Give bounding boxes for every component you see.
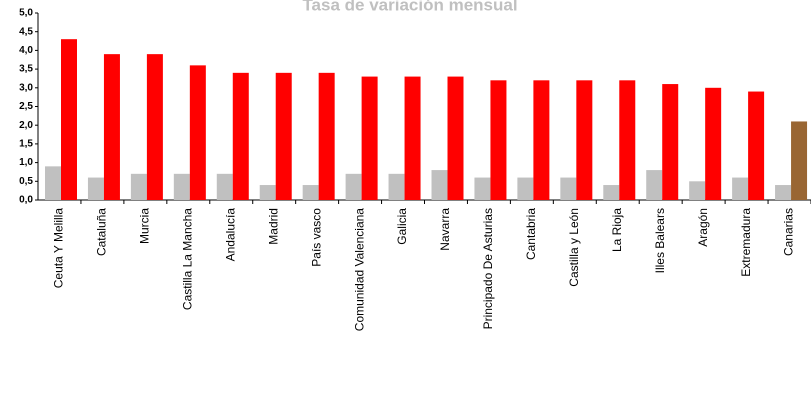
bar — [603, 185, 620, 200]
bar — [45, 166, 61, 200]
bar — [431, 170, 448, 200]
x-tick-label: Andalucía — [223, 208, 237, 262]
bar — [689, 181, 706, 200]
bar — [318, 72, 335, 200]
bar — [646, 170, 663, 200]
bar — [87, 177, 104, 200]
chart-title: Tasa de variación mensual — [302, 0, 517, 14]
bar — [302, 185, 319, 200]
x-tick-label: Principado De Asturias — [481, 208, 495, 329]
y-tick-label: 3,0 — [19, 82, 33, 93]
bar — [259, 185, 276, 200]
x-tick-label: Castilla La Mancha — [180, 208, 194, 310]
bar — [275, 72, 292, 200]
bar — [775, 185, 792, 200]
x-tick-label: Cataluña — [95, 208, 109, 256]
bar — [388, 173, 405, 200]
x-tick-label: Ceuta Y Melilla — [52, 208, 66, 289]
bar — [791, 121, 808, 200]
bar — [732, 177, 749, 200]
x-tick-label: Cantabria — [524, 208, 538, 260]
y-tick-label: 2,5 — [19, 101, 33, 112]
bar — [662, 84, 679, 200]
bar — [517, 177, 534, 200]
bar — [748, 91, 765, 200]
y-tick-label: 2,0 — [19, 120, 33, 131]
bar — [533, 80, 550, 200]
bar — [560, 177, 577, 200]
y-tick-label: 1,0 — [19, 157, 33, 168]
bar — [490, 80, 507, 200]
y-tick-label: 4,5 — [19, 26, 33, 37]
bar — [576, 80, 593, 200]
bar — [173, 173, 190, 200]
y-tick-label: 1,5 — [19, 139, 33, 150]
bar — [619, 80, 636, 200]
x-tick-label: Illes Balears — [653, 208, 667, 273]
bar — [447, 76, 464, 200]
x-tick-label: Comunidad Valenciana — [352, 208, 366, 332]
x-tick-label: Navarra — [438, 208, 452, 251]
x-tick-label: Canarias — [782, 208, 796, 256]
x-tick-label: Galicia — [395, 208, 409, 245]
y-tick-label: 0,5 — [19, 176, 33, 187]
x-tick-label: Castilla y León — [567, 208, 581, 287]
x-tick-label: Extremadura — [739, 208, 753, 277]
bar — [189, 65, 206, 200]
y-tick-label: 3,5 — [19, 64, 33, 75]
y-tick-label: 4,0 — [19, 45, 33, 56]
bar — [345, 173, 362, 200]
y-tick-label: 5,0 — [19, 8, 33, 19]
x-tick-label: Madrid — [266, 208, 280, 245]
bar — [232, 72, 249, 200]
bar — [474, 177, 491, 200]
bar — [361, 76, 378, 200]
bar — [61, 39, 77, 201]
bar — [146, 54, 163, 200]
x-tick-label: Aragón — [696, 208, 710, 247]
y-tick-label: 0,0 — [19, 195, 33, 206]
bar — [705, 87, 722, 200]
bar — [216, 173, 233, 200]
bar — [404, 76, 421, 200]
bar — [130, 173, 147, 200]
x-tick-label: Murcia — [138, 208, 152, 244]
x-tick-label: La Rioja — [610, 208, 624, 252]
x-tick-label: País vasco — [309, 208, 323, 267]
bar — [103, 54, 120, 200]
